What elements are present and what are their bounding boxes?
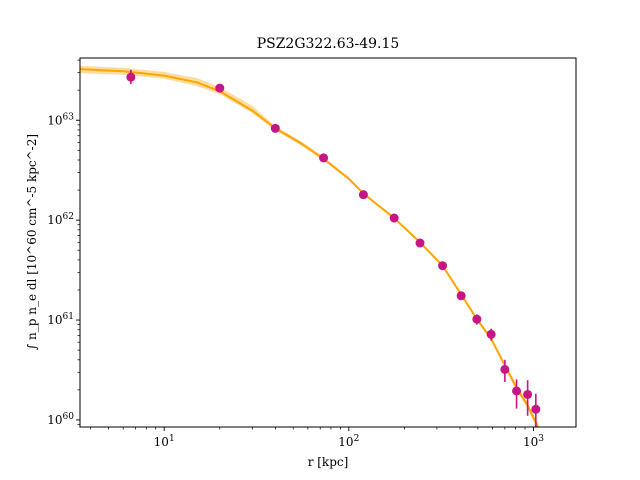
x-axis-label: r [kpc] xyxy=(308,455,349,469)
y-tick-label: 1062 xyxy=(47,212,74,227)
y-tick-label: 1061 xyxy=(47,312,74,327)
x-tick-label: 102 xyxy=(338,434,359,449)
data-point xyxy=(438,261,448,271)
data-point xyxy=(486,329,496,339)
plot-area xyxy=(80,65,541,427)
x-tick-label: 101 xyxy=(154,434,175,449)
y-tick-label: 1060 xyxy=(47,412,74,427)
data-point xyxy=(531,404,541,414)
data-point xyxy=(358,190,368,200)
data-point xyxy=(389,213,399,223)
model-line xyxy=(80,68,539,427)
y-tick-label: 1063 xyxy=(47,112,74,127)
axes: 101 102 103 1060 1061 1062 1063 xyxy=(47,59,544,449)
data-point xyxy=(319,153,329,163)
data-point xyxy=(456,291,466,301)
data-point xyxy=(523,389,533,399)
y-axis-label: ∫ n_p n_e dl [10^60 cm^-5 kpc^-2] xyxy=(25,134,39,350)
data-point xyxy=(126,72,136,82)
x-tick-label: 103 xyxy=(523,434,544,449)
data-point xyxy=(512,386,522,396)
data-point xyxy=(415,238,425,248)
data-point xyxy=(500,364,510,374)
chart-title: PSZ2G322.63-49.15 xyxy=(257,36,400,52)
data-point xyxy=(270,123,280,133)
data-point xyxy=(215,83,225,93)
data-point xyxy=(472,314,482,324)
